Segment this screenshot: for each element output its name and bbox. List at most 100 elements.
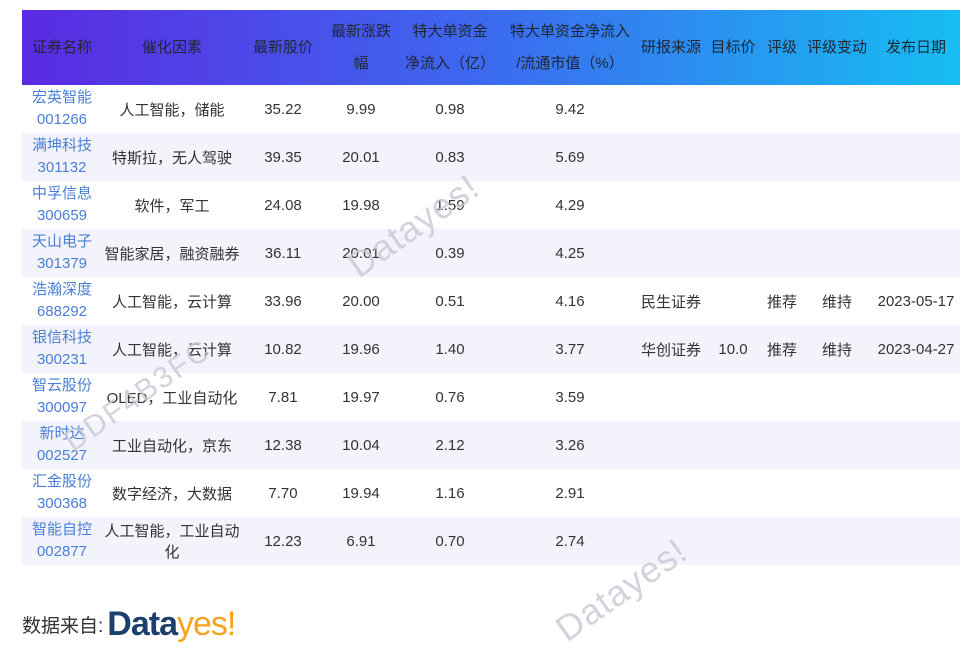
cell-date: 2023-04-27 — [877, 340, 955, 358]
cell-rating: 推荐 — [766, 293, 797, 311]
cell-rating — [762, 229, 802, 277]
cell-target — [704, 277, 762, 325]
stock-code-link[interactable]: 300097 — [36, 399, 88, 416]
cell-ratio: 5.69 — [555, 148, 585, 166]
table-row: 天山电子 301379 智能家居，融资融券 36.11 20.01 0.39 4.25 — [22, 229, 960, 277]
table-row: 智能自控 002877 人工智能，工业自动化 12.23 6.91 0.70 2.74 — [22, 517, 960, 565]
cell-change: 20.00 — [342, 292, 380, 310]
column-header-label: 最新涨跌幅 — [330, 22, 391, 72]
stock-name-link[interactable]: 智云股份 — [31, 377, 92, 394]
cell-inflow: 0.83 — [435, 148, 465, 166]
cell-inflow: 1.16 — [435, 484, 465, 502]
column-header-label: 目标价 — [710, 38, 756, 56]
cell-target — [704, 469, 762, 517]
cell-date — [872, 133, 960, 181]
cell-rating — [762, 373, 802, 421]
column-header-rating_change: 评级变动 — [802, 10, 872, 85]
table-row: 满坤科技 301132 特斯拉，无人驾驶 39.35 20.01 0.83 5.69 — [22, 133, 960, 181]
cell-name: 浩瀚深度 688292 — [22, 277, 102, 325]
cell-target — [704, 133, 762, 181]
cell-inflow: 1.40 — [435, 340, 465, 358]
stock-name-link[interactable]: 满坤科技 — [31, 137, 92, 154]
cell-ratio: 2.74 — [555, 532, 585, 550]
stock-name-link[interactable]: 浩瀚深度 — [31, 281, 92, 298]
cell-ratio: 4.25 — [555, 244, 585, 262]
stock-code-link[interactable]: 300231 — [36, 351, 88, 368]
cell-catalyst: 智能家居，融资融券 — [104, 245, 240, 263]
table-row: 汇金股份 300368 数字经济，大数据 7.70 19.94 1.16 2.91 — [22, 469, 960, 517]
cell-ratio: 4.29 — [555, 196, 585, 214]
cell-source — [638, 181, 704, 229]
stock-name-link[interactable]: 宏英智能 — [31, 89, 92, 106]
cell-price: 24.08 — [264, 196, 302, 214]
cell-name: 智云股份 300097 — [22, 373, 102, 421]
cell-change: 19.94 — [342, 484, 380, 502]
column-header-inflow: 特大单资金净流入（亿） — [398, 10, 502, 85]
stock-code-link[interactable]: 300659 — [36, 207, 88, 224]
cell-date — [872, 229, 960, 277]
cell-catalyst: 软件，军工 — [134, 197, 210, 215]
column-header-name: 证券名称 — [22, 10, 102, 85]
cell-price: 35.22 — [264, 100, 302, 118]
column-header-label: 最新股价 — [252, 38, 313, 56]
column-header-price: 最新股价 — [242, 10, 324, 85]
cell-rating: 推荐 — [766, 341, 797, 359]
stock-code-link[interactable]: 300368 — [36, 495, 88, 512]
cell-target: 10.0 — [718, 340, 748, 358]
column-header-rating: 评级 — [762, 10, 802, 85]
column-header-label: 特大单资金 — [412, 22, 488, 40]
cell-catalyst: 人工智能，云计算 — [111, 341, 232, 359]
cell-inflow: 1.59 — [435, 196, 465, 214]
cell-rating_change: 维持 — [821, 293, 852, 311]
stock-name-link[interactable]: 汇金股份 — [31, 473, 92, 490]
stock-code-link[interactable]: 301379 — [36, 255, 88, 272]
cell-source: 民生证券 — [640, 293, 701, 311]
cell-date — [872, 85, 960, 133]
table-row: 新时达 002527 工业自动化，京东 12.38 10.04 2.12 3.26 — [22, 421, 960, 469]
stock-code-link[interactable]: 002877 — [36, 543, 88, 560]
cell-rating_change — [802, 373, 872, 421]
stock-code-link[interactable]: 002527 — [36, 447, 88, 464]
cell-rating — [762, 181, 802, 229]
column-header-catalyst: 催化因素 — [102, 10, 242, 85]
cell-target — [704, 229, 762, 277]
cell-rating — [762, 469, 802, 517]
cell-date — [872, 421, 960, 469]
stock-code-link[interactable]: 688292 — [36, 303, 88, 320]
cell-date — [872, 373, 960, 421]
cell-rating_change: 维持 — [821, 341, 852, 359]
stock-name-link[interactable]: 智能自控 — [31, 521, 92, 538]
cell-catalyst: 工业自动化，京东 — [111, 437, 232, 455]
table-header: 证券名称 催化因素 最新股价 最新涨跌幅 特大单资金 净流入（亿） 特大单资金净流入/流通市… — [22, 10, 960, 85]
column-header-label: 评级变动 — [806, 38, 867, 56]
cell-change: 6.91 — [346, 532, 376, 550]
cell-ratio: 3.26 — [555, 436, 585, 454]
column-header-label: 研报来源 — [640, 38, 701, 56]
stock-table: 证券名称 催化因素 最新股价 最新涨跌幅 特大单资金 净流入（亿） 特大单资金净流入/流通市… — [22, 10, 960, 565]
stock-code-link[interactable]: 001266 — [36, 111, 88, 128]
cell-source — [638, 517, 704, 565]
cell-inflow: 2.12 — [435, 436, 465, 454]
stock-name-link[interactable]: 银信科技 — [31, 329, 92, 346]
cell-price: 33.96 — [264, 292, 302, 310]
column-header-source: 研报来源 — [638, 10, 704, 85]
cell-source — [638, 85, 704, 133]
stock-name-link[interactable]: 天山电子 — [31, 233, 92, 250]
cell-rating — [762, 517, 802, 565]
stock-name-link[interactable]: 中孚信息 — [31, 185, 92, 202]
cell-inflow: 0.39 — [435, 244, 465, 262]
stock-code-link[interactable]: 301132 — [37, 159, 87, 176]
cell-inflow: 0.98 — [435, 100, 465, 118]
stock-name-link[interactable]: 新时达 — [39, 425, 85, 442]
column-header-label-line2: 净流入（亿） — [404, 54, 495, 72]
cell-name: 天山电子 301379 — [22, 229, 102, 277]
cell-catalyst: 人工智能，工业自动化 — [104, 523, 240, 561]
cell-price: 7.81 — [268, 388, 298, 406]
cell-rating_change — [802, 229, 872, 277]
cell-inflow: 0.70 — [435, 532, 465, 550]
cell-rating_change — [802, 85, 872, 133]
cell-target — [704, 181, 762, 229]
column-header-label: 证券名称 — [31, 38, 92, 56]
cell-catalyst: 人工智能，云计算 — [111, 293, 232, 311]
